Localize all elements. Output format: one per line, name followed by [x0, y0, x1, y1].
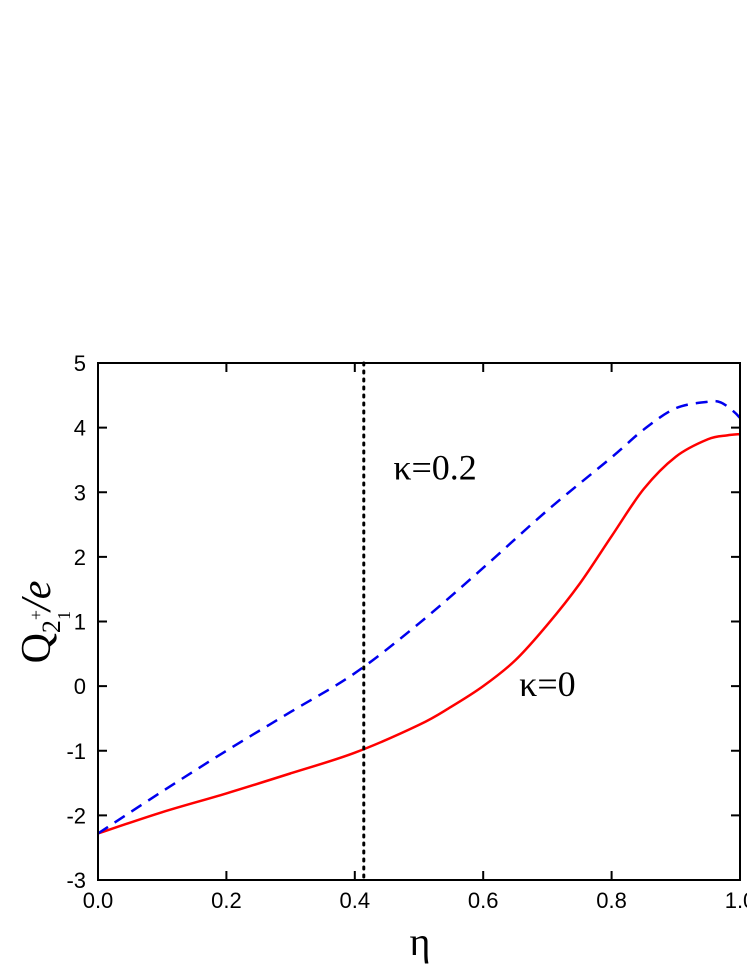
y-axis-title-suffix: /e — [14, 581, 60, 613]
y-axis-title: Q2+ 1/e — [14, 581, 74, 664]
y-tick-label: -3 — [66, 868, 86, 893]
y-axis-title-superscript: + — [26, 610, 46, 620]
y-axis-title-base: Q — [14, 633, 60, 663]
x-tick-label: 0.2 — [211, 888, 242, 913]
y-tick-label: 4 — [74, 416, 86, 441]
x-tick-label: 0.4 — [340, 888, 371, 913]
y-tick-label: 2 — [74, 545, 86, 570]
series-layer — [98, 399, 740, 835]
x-tick-label: 1.0 — [725, 888, 747, 913]
x-tick-label: 0.6 — [468, 888, 499, 913]
y-tick-label: 5 — [74, 351, 86, 376]
y-tick-label: 0 — [74, 674, 86, 699]
tick-layer: 0.0 0.2 0.4 0.6 0.8 1.0 -3 -2 -1 0 1 2 3 4 5 — [66, 351, 747, 913]
series-line-kappa-0 — [98, 432, 740, 835]
series-annotation: κ=0.2 — [393, 447, 476, 487]
y-tick-label: 1 — [74, 610, 86, 635]
x-tick-label: 0.0 — [83, 888, 114, 913]
annotation-layer: κ=0.2 κ=0 — [393, 447, 575, 703]
x-axis-title: η — [410, 919, 431, 964]
y-tick-label: -1 — [66, 739, 86, 764]
y-axis-title-subsubscript: 1 — [54, 611, 74, 620]
series-line-kappa-0-2 — [98, 399, 740, 835]
series-annotation: κ=0 — [519, 664, 575, 704]
y-tick-label: 3 — [74, 480, 86, 505]
x-tick-label: 0.8 — [596, 888, 627, 913]
y-tick-label: -2 — [66, 803, 86, 828]
y-axis-title-subscript: 2 — [37, 620, 66, 633]
